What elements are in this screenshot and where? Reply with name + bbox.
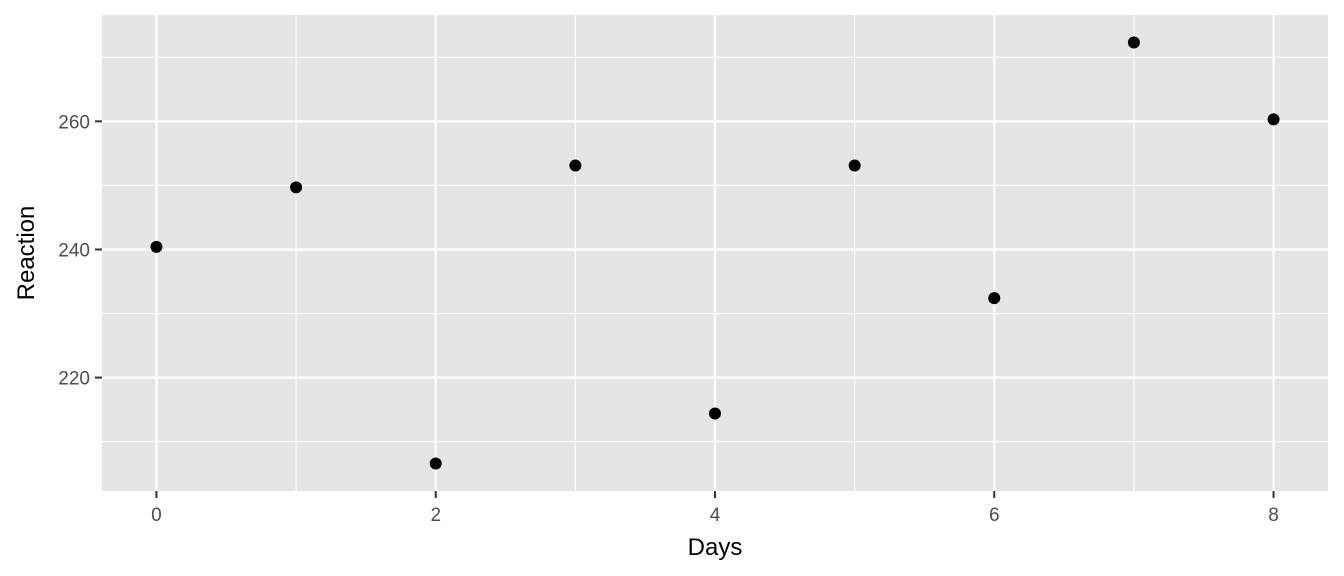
- x-tick-label: 8: [1268, 505, 1279, 526]
- y-axis-title: Reaction: [13, 206, 40, 301]
- x-tick-label: 0: [151, 505, 162, 526]
- data-point: [848, 159, 861, 172]
- x-tick-label: 2: [430, 505, 441, 526]
- data-point: [1267, 113, 1280, 126]
- x-axis-title: Days: [688, 534, 743, 561]
- x-tick-label: 6: [989, 505, 1000, 526]
- data-point: [988, 292, 1001, 305]
- data-point: [290, 181, 303, 194]
- data-point: [1127, 36, 1140, 49]
- y-tick-label: 240: [58, 240, 90, 261]
- data-point: [709, 407, 721, 420]
- y-tick-label: 260: [58, 112, 90, 133]
- y-tick-label: 220: [58, 369, 90, 390]
- data-point: [569, 159, 582, 172]
- data-point: [150, 240, 163, 253]
- x-tick-label: 4: [710, 505, 721, 526]
- x-axis-ticks: 0 2 4 6 8: [151, 491, 1279, 526]
- y-axis-ticks: 220 240 260: [58, 112, 102, 390]
- data-point: [429, 457, 442, 470]
- data-points: [150, 36, 1280, 470]
